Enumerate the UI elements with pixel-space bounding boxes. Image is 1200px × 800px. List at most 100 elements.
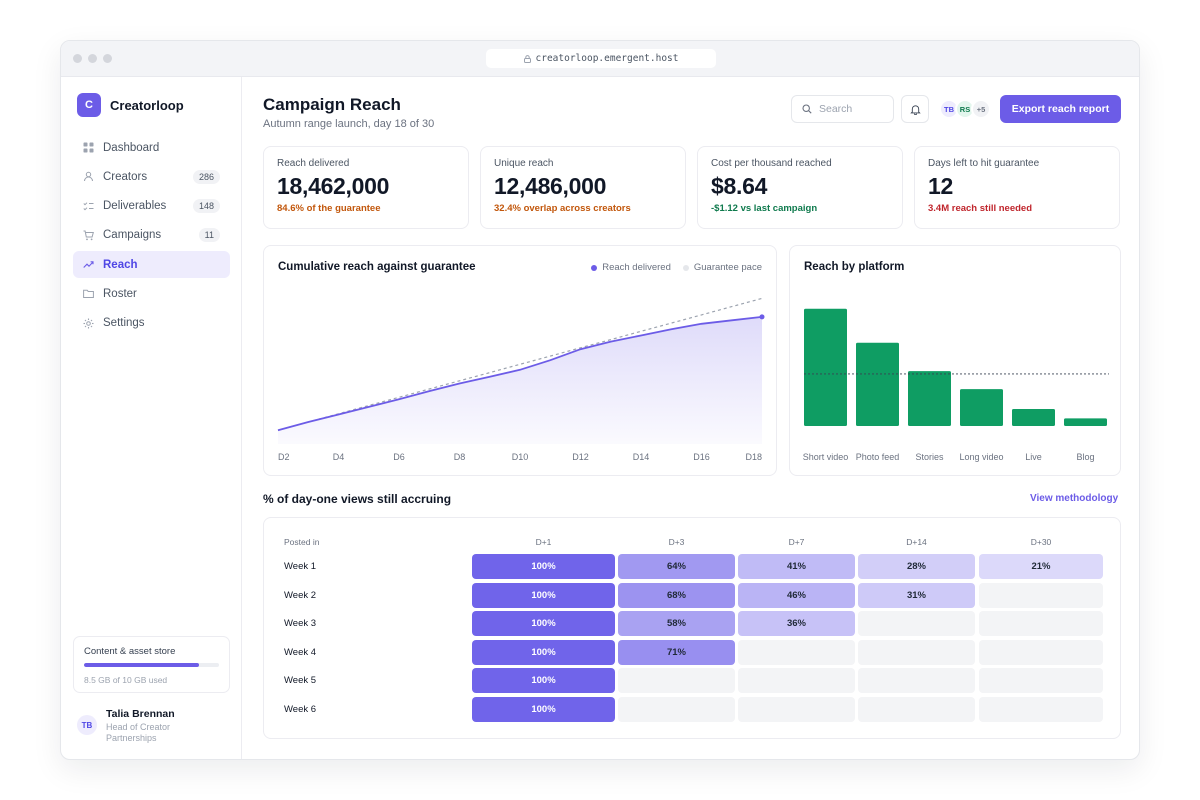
heatmap-cell-empty <box>738 668 855 694</box>
user-icon <box>83 171 94 182</box>
column-header: D+14 <box>906 537 927 547</box>
kpi-value: 12 <box>928 173 953 199</box>
heatmap-cell-empty <box>618 697 735 722</box>
chart-title: Cumulative reach against guarantee <box>278 261 476 273</box>
brand-logo: C <box>77 93 101 117</box>
sidebar-item-settings[interactable]: Settings <box>73 310 230 337</box>
x-tick-label: D2 <box>278 452 290 462</box>
browser-window: creatorloop.emergent.host C Creatorloop … <box>60 40 1140 760</box>
kpi-card-days-left-to-hit-guarantee: Days left to hit guarantee 12 3.4M reach s… <box>914 146 1120 229</box>
sidebar-item-dashboard[interactable]: Dashboard <box>73 134 230 161</box>
x-tick-label: Stories <box>915 452 944 462</box>
heatmap-cell: 100% <box>472 611 615 637</box>
page-title: Campaign Reach <box>263 95 401 114</box>
kpi-note: 3.4M reach still needed <box>928 203 1033 214</box>
heatmap-cell: 100% <box>472 554 615 579</box>
legend-label: Reach delivered <box>602 262 671 273</box>
x-tick-label: D14 <box>633 452 650 462</box>
x-tick-label: Photo feed <box>856 452 900 462</box>
heatmap-cell: 100% <box>472 668 615 694</box>
heatmap-cell: 58% <box>618 611 735 637</box>
heatmap-cell: 100% <box>472 582 615 608</box>
heatmap-cell: 64% <box>618 554 735 579</box>
bar-short-video <box>804 308 847 426</box>
main-content: Campaign Reach Autumn range launch, day … <box>242 77 1139 759</box>
sidebar-item-creators[interactable]: Creators 286 <box>73 163 230 190</box>
user-role: Head of Creator Partnerships <box>106 722 171 743</box>
sidebar-item-campaigns[interactable]: Campaigns 11 <box>73 222 230 249</box>
x-tick-label: Live <box>1025 452 1042 462</box>
search-icon <box>802 104 812 114</box>
sidebar-item-label: Reach <box>103 258 138 271</box>
reach-point <box>759 314 765 320</box>
storage-progress-bar <box>84 663 219 667</box>
heatmap-cell: 100% <box>472 639 615 665</box>
heatmap-cell: 71% <box>618 639 735 665</box>
reach-area <box>278 316 762 444</box>
x-tick-label: Short video <box>803 452 849 462</box>
row-label: Week 5 <box>284 675 317 687</box>
x-tick-label: D4 <box>333 452 345 462</box>
sidebar-item-reach[interactable]: Reach <box>73 251 230 279</box>
kpi-note: 32.4% overlap across creators <box>494 203 631 214</box>
storage-title: Content & asset store <box>84 646 176 657</box>
lock-icon <box>523 54 531 63</box>
kpi-note: 84.6% of the guarantee <box>277 203 381 214</box>
platform-reach-chart: Short video Photo feed Stories Long video Li… <box>803 308 1109 462</box>
bell-icon <box>909 104 921 115</box>
section-title: % of day-one views still accruing <box>263 492 452 506</box>
kpi-label: Unique reach <box>494 158 554 169</box>
brand[interactable]: C Creatorloop <box>77 93 184 117</box>
x-tick-label: D16 <box>693 452 710 462</box>
sidebar-item-label: Creators <box>103 170 148 183</box>
count-badge: 148 <box>192 199 220 214</box>
heatmap-cell: 36% <box>738 611 855 637</box>
address-bar[interactable]: creatorloop.emergent.host <box>486 49 716 68</box>
user-name: Talia Brennan <box>106 708 175 720</box>
heatmap-cell: 100% <box>472 697 615 722</box>
export-reach-report-button[interactable]: Export reach report <box>1000 95 1121 123</box>
sidebar-item-label: Settings <box>103 317 145 330</box>
window-minimize-dot[interactable] <box>88 54 97 63</box>
brand-name: Creatorloop <box>110 97 184 113</box>
heatmap-cell-empty <box>979 668 1103 694</box>
more-avatars-count: +5 <box>971 99 991 119</box>
x-tick-label: D8 <box>454 452 466 462</box>
grid-icon <box>83 142 94 153</box>
sidebar-item-label: Dashboard <box>103 141 160 154</box>
window-close-dot[interactable] <box>73 54 82 63</box>
sidebar-item-label: Campaigns <box>103 229 162 242</box>
notifications-button[interactable] <box>901 95 929 123</box>
avatar: RS <box>955 99 975 119</box>
legend-item-reach-delivered: Reach delivered <box>591 262 671 273</box>
sidebar-item-roster[interactable]: Roster <box>73 280 230 307</box>
window-maximize-dot[interactable] <box>103 54 112 63</box>
cart-icon <box>83 230 94 241</box>
search-input[interactable]: Search <box>791 95 894 123</box>
heatmap-cell: 68% <box>618 582 735 608</box>
heatmap-cell-empty <box>858 611 975 637</box>
sidebar: C Creatorloop Dashboard Creators 286 Delive… <box>61 77 242 759</box>
url-text: creatorloop.emergent.host <box>535 53 679 64</box>
heatmap-cell: 31% <box>858 582 975 608</box>
row-label: Week 1 <box>284 561 317 572</box>
row-label: Week 4 <box>284 646 317 658</box>
x-tick-label: D12 <box>572 452 589 462</box>
heatmap-cell: 21% <box>979 554 1103 579</box>
chart-title: Reach by platform <box>804 261 905 273</box>
kpi-card-cost-per-thousand-reached: Cost per thousand reached $8.64 -$1.12 vs … <box>697 146 903 229</box>
kpi-label: Cost per thousand reached <box>711 158 832 169</box>
column-header: D+7 <box>788 537 805 547</box>
trend-icon <box>83 259 94 270</box>
user-profile[interactable]: TB Talia Brennan Head of Creator Partner… <box>77 708 196 744</box>
heatmap-cell-empty <box>979 639 1103 665</box>
x-tick-label: D18 <box>745 452 762 462</box>
sidebar-item-deliverables[interactable]: Deliverables 148 <box>73 193 230 220</box>
kpi-card-unique-reach: Unique reach 12,486,000 32.4% overlap acro… <box>480 146 686 229</box>
view-methodology-link[interactable]: View methodology <box>1030 493 1119 504</box>
checklist-icon <box>83 201 94 212</box>
collaborator-avatars[interactable]: TB RS +5 <box>939 99 991 119</box>
legend-label: Guarantee pace <box>693 262 762 273</box>
heatmap-cell: 41% <box>738 554 855 579</box>
cumulative-reach-card: Cumulative reach against guarantee Reach… <box>263 245 777 476</box>
